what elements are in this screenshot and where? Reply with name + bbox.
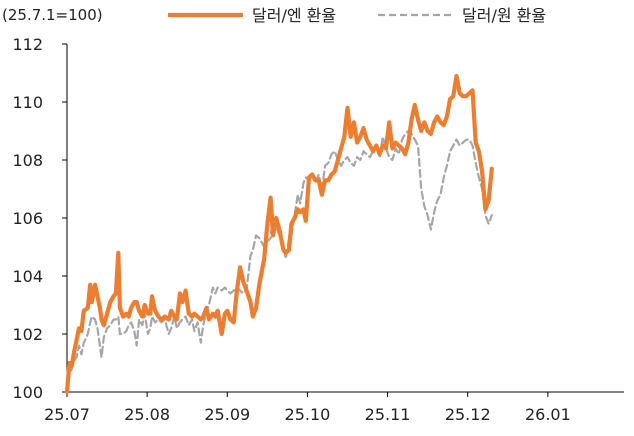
- x-tick-label: 25.07: [44, 405, 90, 424]
- legend-label: 달러/엔 환율: [252, 6, 336, 25]
- x-tick-label: 25.11: [365, 405, 411, 424]
- x-tick-label: 25.09: [204, 405, 250, 424]
- y-tick-label: 100: [12, 383, 43, 402]
- y-tick-label: 104: [12, 267, 43, 286]
- y-tick-label: 102: [12, 325, 43, 344]
- y-tick-label: 106: [12, 209, 43, 228]
- x-tick-label: 25.08: [124, 405, 170, 424]
- x-tick-label: 25.10: [285, 405, 331, 424]
- usd-krw-series-line: [65, 129, 493, 394]
- x-tick-label: 26.01: [525, 405, 571, 424]
- y-tick-label: 110: [12, 93, 43, 112]
- unit-note: (25.7.1=100): [2, 6, 103, 24]
- usd-jpy-series-line: [64, 73, 494, 395]
- y-tick-label: 112: [12, 35, 43, 54]
- legend-label: 달러/원 환율: [462, 6, 546, 25]
- y-tick-label: 108: [12, 151, 43, 170]
- x-tick-label: 25.12: [445, 405, 491, 424]
